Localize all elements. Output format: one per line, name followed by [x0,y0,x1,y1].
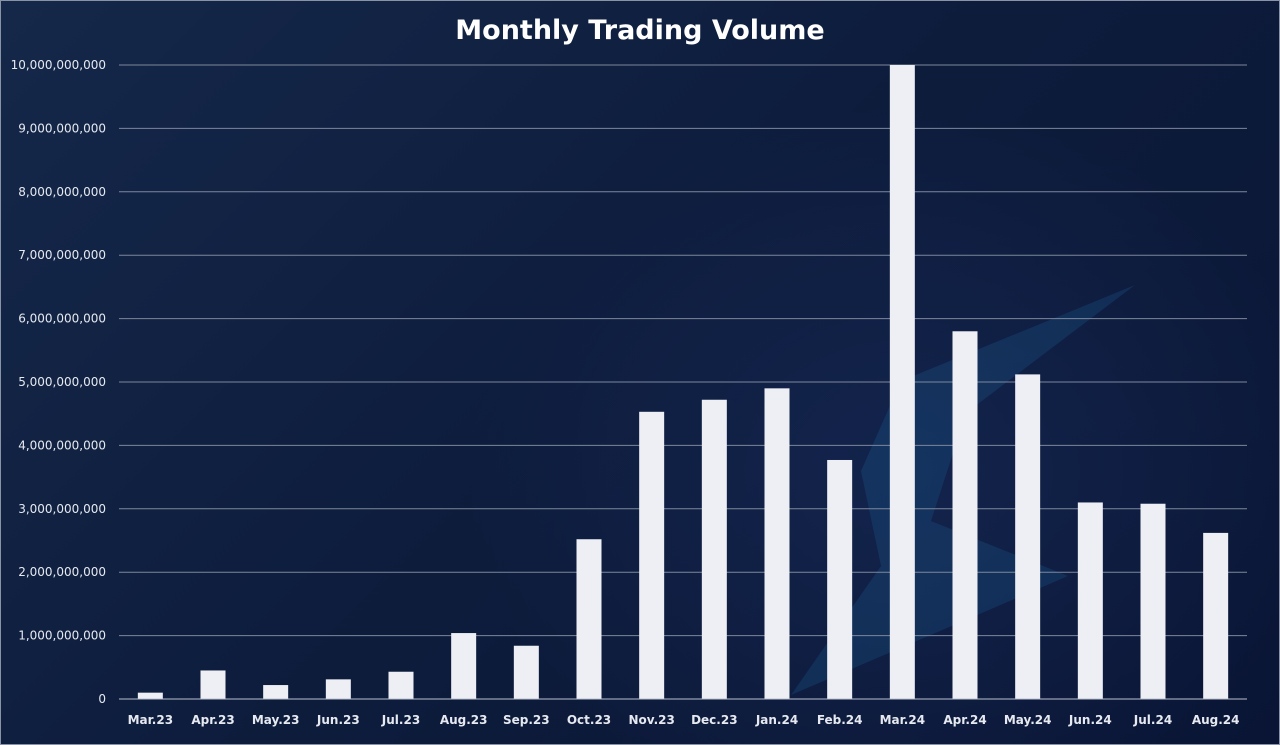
x-tick-label: May.24 [1004,713,1052,727]
x-tick-label: Dec.23 [691,713,737,727]
x-tick-label: Jul.24 [1133,713,1172,727]
y-tick-label: 7,000,000,000 [18,248,106,262]
watermark-logo [791,285,1135,695]
bar-sep-23 [513,645,539,699]
x-tick-label: Aug.23 [440,713,488,727]
bar-jul-24 [1140,503,1166,699]
bar-aug-24 [1203,532,1229,699]
bar-mar-24 [889,65,915,699]
bar-may-24 [1015,374,1041,699]
x-axis-tick-labels: Mar.23 Apr.23 May.23 Jun.23 Jul.23 Aug.23 Sep.… [128,713,1240,727]
bar-aug-23 [451,633,477,699]
bar-oct-23 [576,539,602,699]
bar-jul-23 [388,671,414,699]
x-tick-label: Sep.23 [503,713,550,727]
y-axis-tick-labels: 0 1,000,000,000 2,000,000,000 3,000,000,000… [11,58,106,706]
bar-dec-23 [701,399,727,699]
x-tick-label: Apr.24 [943,713,986,727]
bar-apr-24 [952,331,978,699]
y-tick-label: 1,000,000,000 [18,629,106,643]
x-tick-label: Feb.24 [817,713,863,727]
x-tick-label: Jul.23 [381,713,420,727]
bar-jun-23 [325,679,351,699]
y-tick-label: 2,000,000,000 [18,565,106,579]
bars [137,65,1229,699]
bar-apr-23 [200,670,226,699]
bar-feb-24 [827,459,853,699]
gridlines [119,64,1247,637]
y-tick-label: 5,000,000,000 [18,375,106,389]
y-tick-label: 6,000,000,000 [18,312,106,326]
bar-may-23 [263,685,289,699]
x-tick-label: Jun.24 [1068,713,1112,727]
y-tick-label: 8,000,000,000 [18,185,106,199]
x-tick-label: Jan.24 [755,713,798,727]
x-tick-label: Mar.24 [880,713,926,727]
bar-nov-23 [639,411,665,699]
y-tick-label: 4,000,000,000 [18,438,106,452]
bar-jan-24 [764,388,790,699]
x-tick-label: Aug.24 [1192,713,1240,727]
x-tick-label: Apr.23 [191,713,234,727]
y-tick-label: 10,000,000,000 [11,58,106,72]
x-tick-label: Nov.23 [628,713,674,727]
x-tick-label: Mar.23 [128,713,174,727]
y-tick-label: 9,000,000,000 [18,121,106,135]
y-tick-label: 0 [98,692,106,706]
chart-title: Monthly Trading Volume [455,15,825,46]
y-tick-label: 3,000,000,000 [18,502,106,516]
x-tick-label: Oct.23 [567,713,611,727]
x-tick-label: Jun.23 [316,713,360,727]
x-tick-label: May.23 [252,713,300,727]
bar-mar-23 [137,692,163,699]
bar-jun-24 [1077,502,1103,699]
